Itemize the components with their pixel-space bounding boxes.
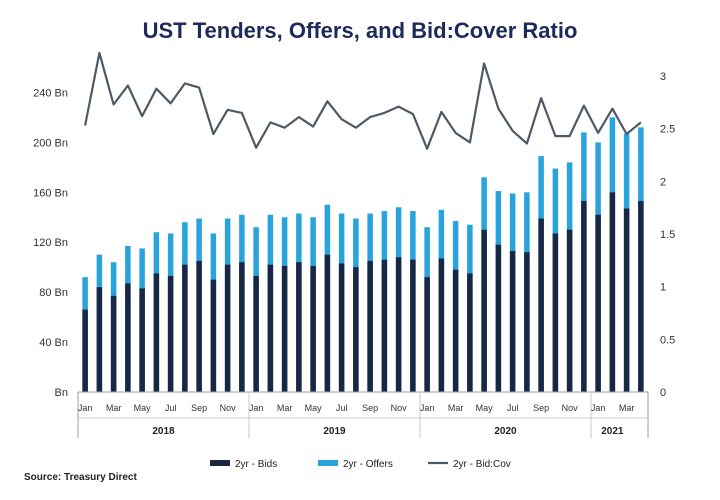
bids-bar <box>381 259 388 392</box>
right-axis-tick-label: 2.5 <box>660 124 675 136</box>
bids-bar <box>353 267 359 392</box>
month-tick-label: Sep <box>362 403 378 413</box>
bid-cover-line <box>84 51 642 150</box>
bids-bar <box>595 214 601 392</box>
month-tick-label: Jul <box>336 403 348 413</box>
legend-label: 2yr - Offers <box>343 459 393 470</box>
bids-bar <box>82 309 88 392</box>
bids-bar <box>324 254 331 392</box>
bids-bar <box>452 269 459 392</box>
month-tick-label: Jan <box>249 403 264 413</box>
month-tick-label: May <box>305 403 323 413</box>
bids-bar <box>467 273 473 392</box>
bids-bar <box>495 244 502 392</box>
month-tick-label: Nov <box>562 403 579 413</box>
bids-bar <box>210 279 217 392</box>
bids-bar <box>623 208 630 392</box>
bids-bar <box>338 263 345 392</box>
left-axis-tick-label: 240 Bn <box>33 87 68 99</box>
bids-bar <box>509 250 516 392</box>
bids-bar <box>253 275 259 392</box>
month-tick-label: May <box>134 403 152 413</box>
bids-bar <box>367 260 373 392</box>
month-tick-label: Mar <box>619 403 635 413</box>
bids-bar <box>96 287 103 392</box>
right-axis-tick-label: 1.5 <box>660 229 675 241</box>
month-tick-label: Sep <box>533 403 549 413</box>
bids-bar <box>125 283 131 392</box>
right-axis-tick-label: 2 <box>660 176 666 188</box>
legend-swatch <box>318 460 338 466</box>
year-label: 2018 <box>152 426 175 437</box>
bids-bar <box>281 265 288 392</box>
month-tick-label: Mar <box>448 403 464 413</box>
bids-bar <box>424 277 430 392</box>
right-axis-tick-label: 1 <box>660 282 666 294</box>
legend-label: 2yr - Bid:Cov <box>453 459 511 470</box>
bids-bar <box>182 264 188 392</box>
month-tick-label: Nov <box>391 403 408 413</box>
bids-bar <box>139 288 145 392</box>
chart-title: UST Tenders, Offers, and Bid:Cover Ratio <box>142 18 578 43</box>
bids-bar <box>524 252 530 392</box>
month-tick-label: Jul <box>165 403 177 413</box>
left-axis-tick-label: 120 Bn <box>33 237 68 249</box>
left-axis-tick-label: Bn <box>55 387 68 399</box>
month-tick-label: Jul <box>507 403 519 413</box>
bids-bar <box>638 201 644 392</box>
month-tick-label: Sep <box>191 403 207 413</box>
bids-bar <box>410 259 416 392</box>
bids-bar <box>566 229 573 392</box>
month-tick-label: May <box>476 403 494 413</box>
month-tick-label: Mar <box>106 403 122 413</box>
bids-bar <box>310 265 316 392</box>
bids-bar <box>153 273 160 392</box>
source-note: Source: Treasury Direct <box>24 472 137 483</box>
legend-swatch <box>210 460 230 466</box>
bids-bar <box>395 257 402 392</box>
month-tick-label: Jan <box>591 403 606 413</box>
bids-bar <box>296 262 302 392</box>
bids-bar <box>538 218 544 392</box>
bids-bar <box>581 201 587 392</box>
left-axis-tick-label: 80 Bn <box>39 287 68 299</box>
month-tick-label: Nov <box>220 403 237 413</box>
year-label: 2019 <box>323 426 346 437</box>
left-axis-tick-label: 40 Bn <box>39 337 68 349</box>
month-tick-label: Jan <box>78 403 93 413</box>
bids-bar <box>239 262 245 392</box>
left-axis-tick-label: 160 Bn <box>33 187 68 199</box>
right-axis-tick-label: 0.5 <box>660 334 675 346</box>
bids-bar <box>267 264 274 392</box>
month-tick-label: Jan <box>420 403 435 413</box>
bids-bar <box>552 233 559 392</box>
year-label: 2020 <box>494 426 517 437</box>
bids-bar <box>110 295 117 392</box>
month-tick-label: Mar <box>277 403 293 413</box>
bids-bar <box>481 229 487 392</box>
bids-bar <box>224 264 231 392</box>
bids-bar <box>196 260 202 392</box>
legend-label: 2yr - Bids <box>235 459 277 470</box>
right-axis-tick-label: 3 <box>660 71 666 83</box>
bids-bar <box>438 258 445 392</box>
left-axis-tick-label: 200 Bn <box>33 137 68 149</box>
bids-bar <box>167 275 174 392</box>
bids-bar <box>609 192 616 392</box>
year-label: 2021 <box>601 426 624 437</box>
right-axis-tick-label: 0 <box>660 387 666 399</box>
